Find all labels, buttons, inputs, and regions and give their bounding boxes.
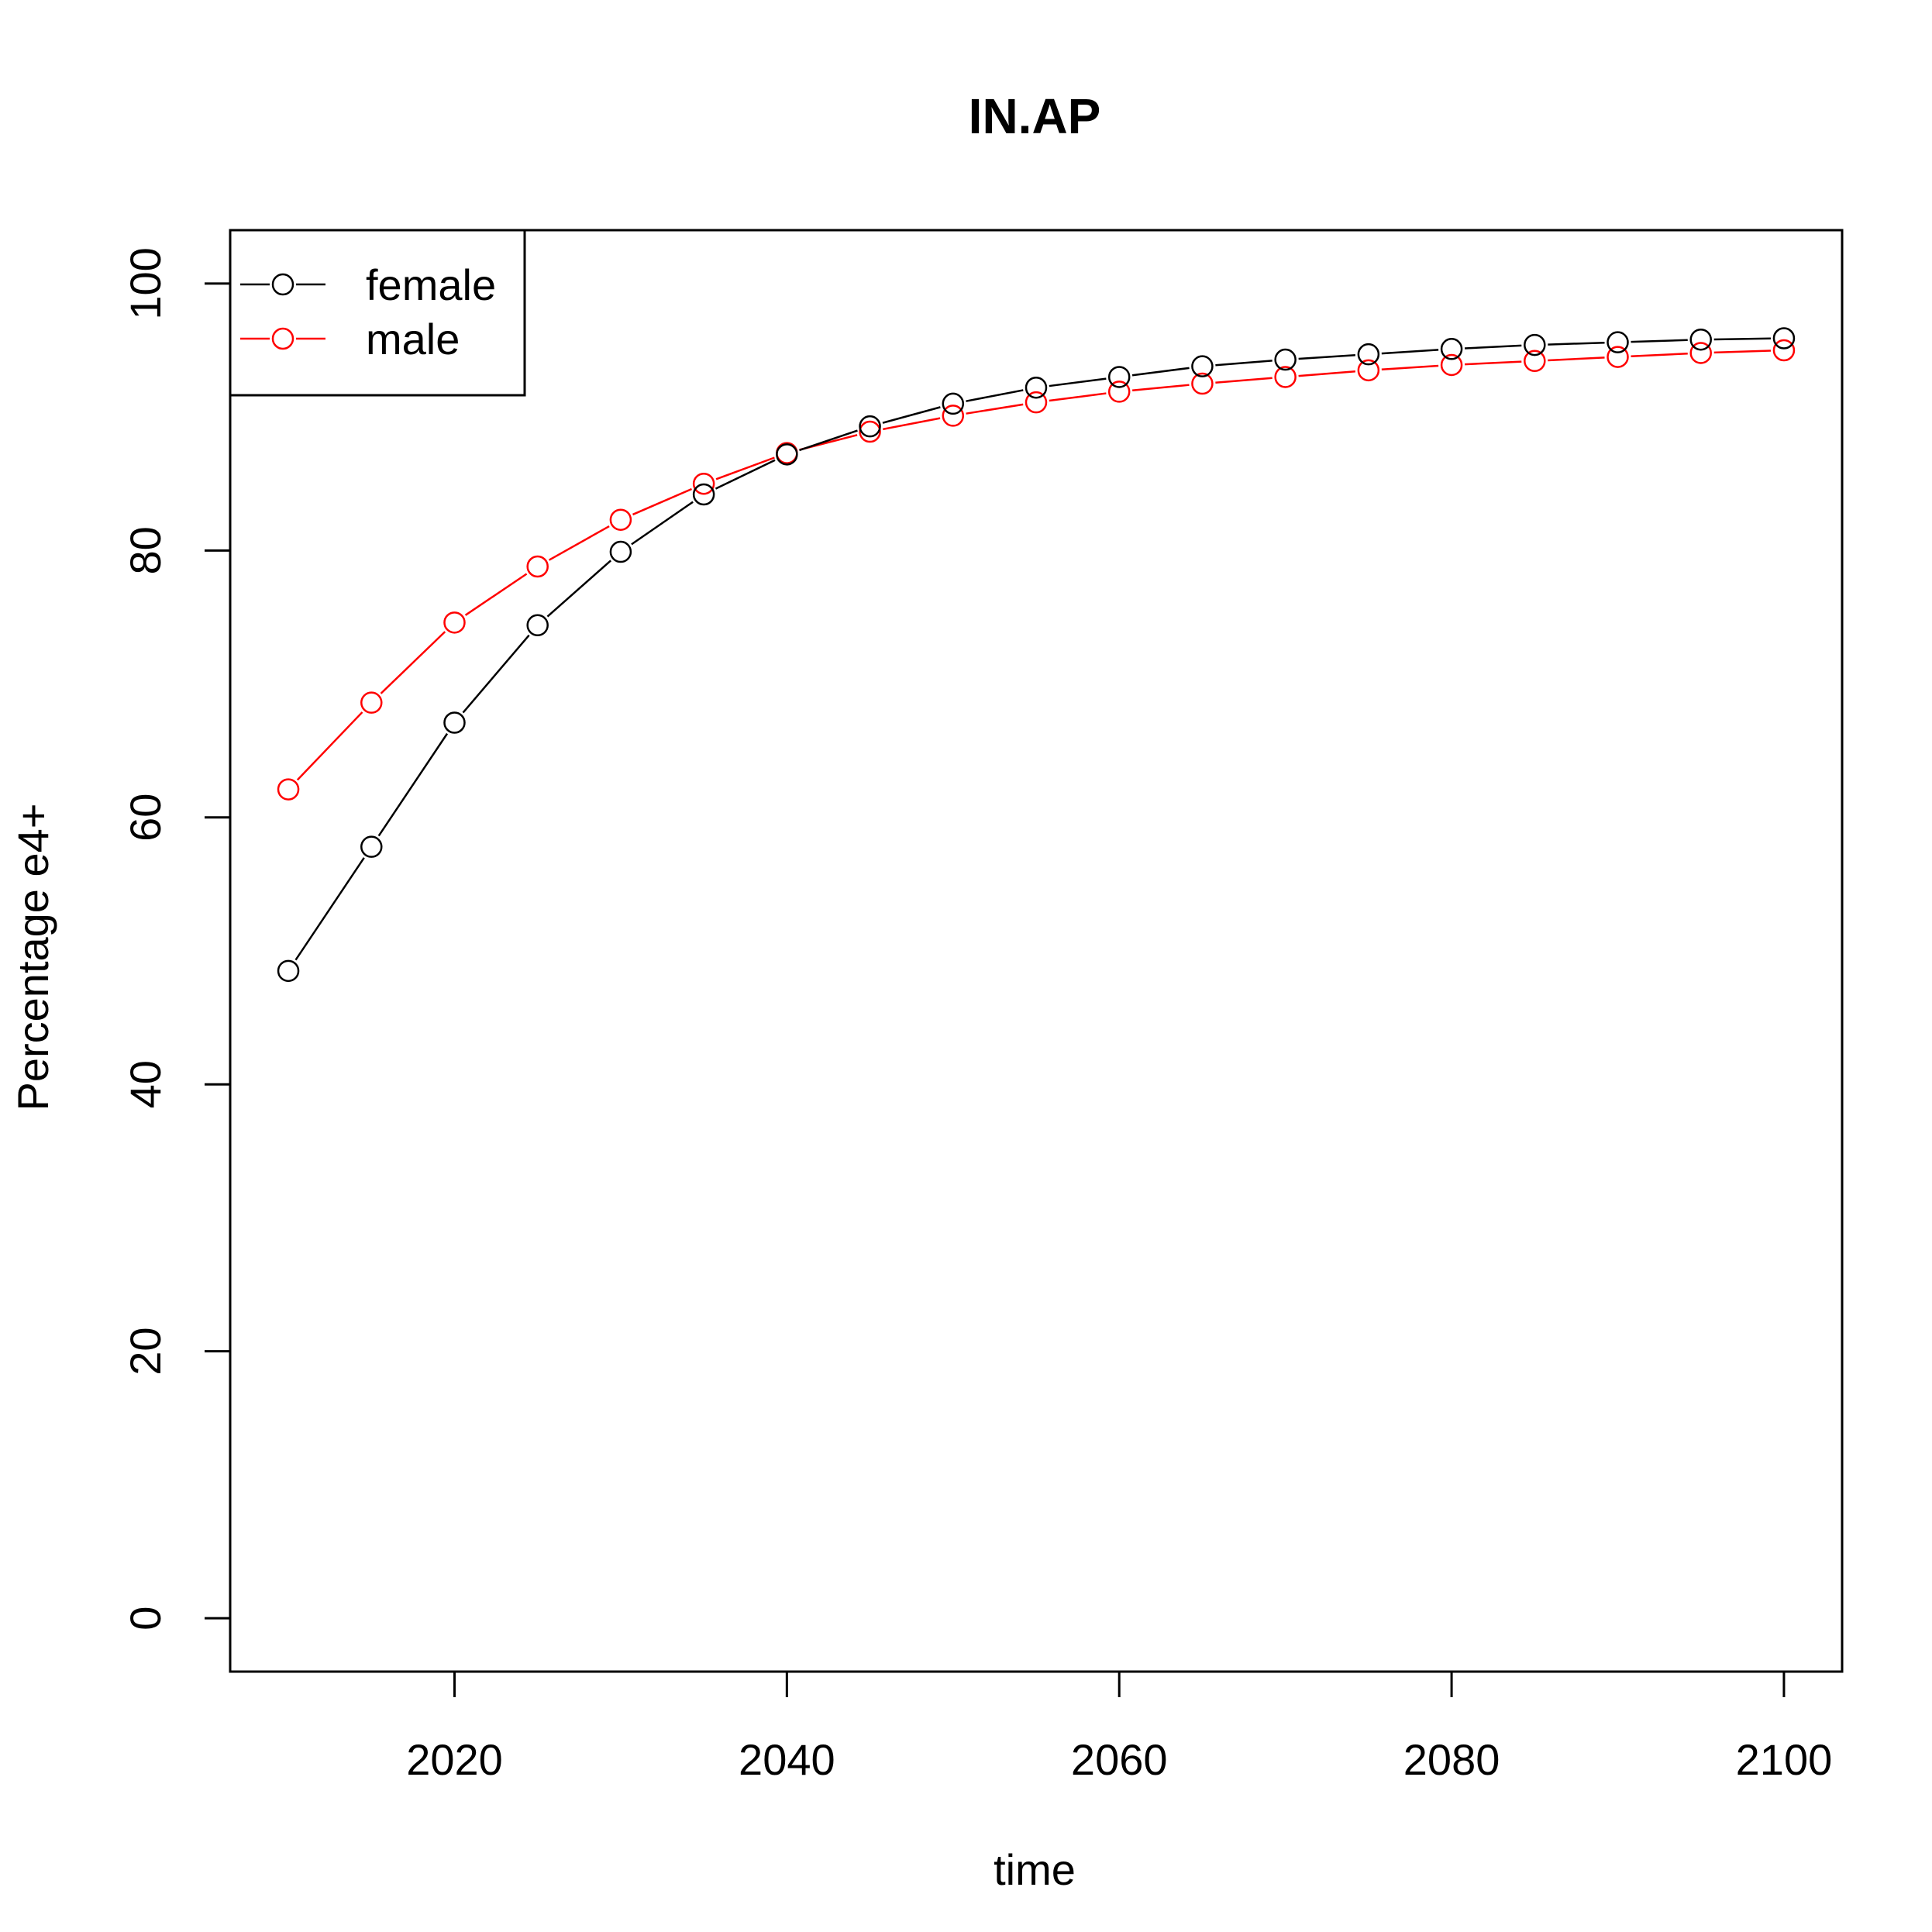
x-tick-label: 2060 (1071, 1735, 1168, 1784)
legend: female male (229, 229, 526, 397)
male-point (1274, 366, 1297, 388)
male-line-segment (966, 403, 1024, 415)
female-point (1107, 366, 1131, 388)
female-point (360, 835, 383, 858)
y-tick-label: 100 (121, 247, 170, 319)
legend-marker (271, 327, 294, 350)
male-line-segment (715, 456, 775, 480)
female-point (859, 415, 881, 438)
male-line-segment (1465, 360, 1522, 366)
female-line-segment (1631, 339, 1688, 343)
male-point (1107, 381, 1131, 403)
male-point (1357, 359, 1380, 382)
series-male (277, 339, 1796, 801)
male-point (526, 555, 549, 578)
male-line-segment (883, 417, 941, 431)
x-axis: 2020 2040 2060 2080 2100 (406, 1670, 1833, 1784)
female-point (1689, 328, 1712, 351)
series-female (277, 327, 1796, 983)
male-line-segment (1298, 370, 1356, 377)
male-line-segment (632, 487, 693, 516)
female-line-segment (377, 732, 449, 837)
female-point (776, 443, 798, 466)
y-tick-label: 20 (121, 1328, 170, 1376)
female-line-segment (631, 501, 694, 546)
female-point (692, 483, 715, 506)
male-point (360, 691, 383, 714)
female-point (1607, 331, 1629, 353)
male-line-segment (548, 525, 610, 561)
legend-label-male: male (366, 315, 460, 363)
female-line-segment (882, 406, 941, 424)
female-line-segment (1049, 377, 1107, 387)
male-point (609, 508, 632, 531)
female-point (443, 711, 466, 734)
female-line-segment (1131, 367, 1190, 377)
female-line-segment (294, 857, 365, 961)
male-point (277, 778, 300, 801)
female-point (1524, 333, 1546, 356)
female-point (526, 614, 549, 637)
female-line-segment (546, 560, 612, 618)
male-point (1440, 353, 1463, 377)
male-line-segment (1215, 377, 1273, 384)
y-axis-label: Percentage e4+ (9, 804, 57, 1111)
male-point (1524, 350, 1546, 373)
y-axis: 0 20 40 60 80 100 (121, 247, 232, 1631)
female-line-segment (799, 429, 858, 452)
female-line-segment (1215, 360, 1273, 367)
female-point (1025, 376, 1048, 399)
x-axis-label: time (994, 1845, 1076, 1894)
x-tick-label: 2100 (1736, 1735, 1833, 1784)
female-point (1440, 338, 1463, 360)
y-tick-label: 0 (121, 1607, 170, 1631)
y-tick-label: 60 (121, 794, 170, 842)
y-tick-label: 80 (121, 526, 170, 574)
legend-label-female: female (366, 260, 496, 309)
x-tick-label: 2020 (406, 1735, 503, 1784)
male-line-segment (1132, 384, 1190, 392)
male-point (1025, 391, 1048, 414)
legend-marker (271, 273, 294, 296)
female-point (942, 392, 965, 415)
male-point (1772, 339, 1796, 362)
male-line-segment (1713, 350, 1771, 354)
male-line-segment (1049, 392, 1107, 402)
female-point (1357, 343, 1380, 366)
male-line-segment (1631, 353, 1688, 358)
male-point (692, 472, 715, 495)
male-line-segment (380, 631, 446, 694)
female-line-segment (1548, 341, 1605, 346)
x-tick-label: 2040 (739, 1735, 835, 1784)
female-line-segment (462, 634, 530, 714)
female-point (609, 540, 632, 563)
female-point (277, 959, 300, 983)
y-tick-label: 40 (121, 1060, 170, 1108)
female-line-segment (1298, 354, 1355, 360)
legend-box (229, 229, 526, 397)
male-point (1607, 346, 1629, 368)
chart-title: IN.AP (969, 88, 1101, 144)
female-line-segment (715, 459, 776, 490)
male-point (1191, 372, 1214, 395)
male-line-segment (296, 711, 363, 781)
female-point (1274, 348, 1297, 371)
male-point (1689, 342, 1712, 364)
male-line-segment (464, 573, 528, 616)
female-line-segment (966, 389, 1024, 402)
female-line-segment (1465, 344, 1522, 350)
female-line-segment (1381, 349, 1439, 355)
male-line-segment (1381, 364, 1439, 370)
male-point (942, 405, 965, 427)
female-point (1772, 327, 1796, 350)
female-point (1191, 355, 1214, 377)
male-line-segment (1548, 356, 1605, 362)
x-tick-label: 2080 (1403, 1735, 1500, 1784)
series-layer (277, 327, 1796, 983)
male-point (443, 611, 466, 634)
male-point (859, 420, 881, 443)
